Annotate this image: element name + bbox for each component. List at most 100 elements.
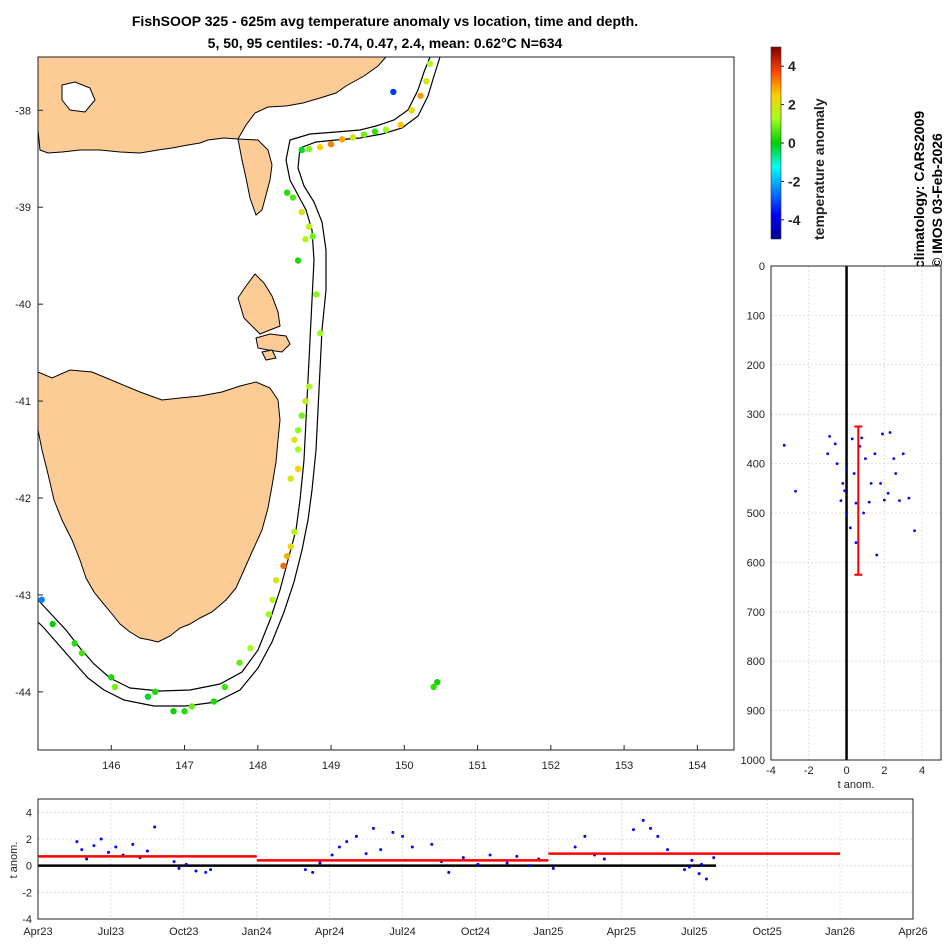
ts-data-point bbox=[131, 842, 135, 846]
ts-data-point bbox=[666, 848, 670, 852]
ts-data-point bbox=[371, 826, 375, 830]
ts-data-point bbox=[551, 866, 555, 870]
map-points bbox=[38, 60, 441, 715]
depth-data-point bbox=[860, 436, 864, 440]
ts-xtick-label: Apr23 bbox=[23, 926, 52, 938]
depth-data-point bbox=[892, 457, 896, 461]
depth-data-point bbox=[839, 499, 843, 503]
map-ytick-label: -43 bbox=[15, 590, 31, 602]
depth-data-point bbox=[875, 553, 879, 557]
map-data-point bbox=[305, 223, 313, 230]
ts-ytick-label: 4 bbox=[26, 807, 32, 819]
map-land bbox=[37, 56, 388, 643]
ts-data-point bbox=[209, 868, 213, 872]
ts-xtick-label: Jul25 bbox=[681, 926, 707, 938]
climatology-text: climatology: CARS2009 bbox=[911, 111, 927, 268]
map-data-point bbox=[265, 611, 272, 618]
map-data-point bbox=[417, 92, 424, 99]
map-frame bbox=[37, 56, 735, 751]
depth-data-point bbox=[833, 442, 837, 446]
ts-ytick-label: 0 bbox=[26, 861, 32, 873]
depth-xtick-label: 2 bbox=[881, 765, 887, 777]
depth-xtick-label: 0 bbox=[843, 765, 849, 777]
ts-data-point bbox=[488, 853, 492, 857]
ts-data-point bbox=[75, 840, 79, 844]
depth-panel: -4 -2 0 2 401002003004005006007008009001000 … bbox=[741, 261, 942, 791]
ts-data-point bbox=[184, 862, 188, 866]
map-data-point bbox=[302, 397, 309, 405]
depth-ytick-label: 500 bbox=[747, 508, 765, 520]
ts-points bbox=[75, 818, 716, 881]
ts-data-point bbox=[303, 868, 307, 872]
ts-frame bbox=[37, 798, 914, 920]
ts-xtick-label: Jan25 bbox=[533, 926, 563, 938]
map-data-point bbox=[287, 543, 294, 550]
map-data-point bbox=[390, 88, 397, 96]
depth-frame bbox=[770, 265, 942, 761]
map-data-point bbox=[426, 60, 434, 67]
map-data-point bbox=[287, 475, 294, 482]
colorbar-tick-label: -2 bbox=[788, 173, 801, 189]
ts-data-point bbox=[318, 861, 322, 865]
ts-data-point bbox=[704, 877, 708, 881]
ts-data-point bbox=[515, 854, 519, 858]
map-data-point bbox=[210, 698, 218, 705]
depth-ytick-label: 700 bbox=[747, 607, 765, 619]
colorbar-gradient bbox=[770, 46, 782, 240]
ts-data-point bbox=[631, 828, 635, 832]
map-data-point bbox=[280, 562, 287, 570]
map-data-point bbox=[291, 528, 298, 536]
ts-data-point bbox=[364, 852, 368, 856]
map-ticks: 146 147 148 149 150 151 152 153 154 -38 -39 -40 -41 -… bbox=[15, 105, 706, 772]
chart-title-line2: 5, 50, 95 centiles: -0.74, 0.47, 2.4, me… bbox=[207, 35, 563, 51]
depth-data-point bbox=[888, 431, 892, 434]
map-xtick-label: 150 bbox=[395, 760, 413, 772]
depth-data-point bbox=[848, 526, 852, 530]
depth-ytick-label: 600 bbox=[747, 557, 765, 569]
depth-ytick-label: 300 bbox=[747, 409, 765, 421]
depth-xtick-label: 4 bbox=[919, 765, 925, 777]
map-xtick-label: 152 bbox=[542, 760, 560, 772]
ts-data-point bbox=[391, 830, 395, 834]
land-victoria bbox=[37, 56, 388, 154]
depth-data-point bbox=[894, 472, 898, 475]
ts-data-point bbox=[145, 849, 149, 853]
map-xtick-label: 147 bbox=[175, 760, 193, 772]
depth-data-point bbox=[845, 467, 848, 470]
ts-data-point bbox=[106, 850, 110, 854]
ts-data-point bbox=[656, 834, 660, 838]
ts-data-point bbox=[345, 840, 349, 844]
map-ytick-label: -39 bbox=[15, 202, 31, 214]
ts-xtick-label: Apr26 bbox=[898, 926, 927, 938]
ts-data-point bbox=[114, 845, 118, 849]
colorbar-label: temperature anomaly bbox=[811, 98, 827, 240]
land-cape-barren-island bbox=[255, 333, 291, 353]
ts-ticks: Apr23 Jul23 Oct23 Jan24 Apr24 Jul24 Oct24 Jan25… bbox=[22, 807, 927, 938]
depth-data-point bbox=[862, 511, 865, 515]
colorbar-tick-label: 4 bbox=[788, 58, 796, 74]
colorbar-tick-label: -4 bbox=[788, 212, 801, 228]
map-data-point bbox=[188, 703, 196, 710]
map-ytick-label: -41 bbox=[15, 396, 31, 408]
timeseries-panel: Apr23 Jul23 Oct23 Jan24 Apr24 Jul24 Oct24 Jan25… bbox=[8, 798, 928, 938]
land-tasmania bbox=[37, 369, 281, 643]
ts-data-point bbox=[573, 845, 577, 849]
map-data-point bbox=[283, 189, 291, 196]
map-data-point bbox=[349, 134, 357, 141]
ts-data-point bbox=[527, 864, 531, 868]
depth-data-point bbox=[898, 499, 901, 503]
map-data-point bbox=[327, 141, 335, 148]
map-data-point bbox=[434, 678, 441, 686]
ts-data-point bbox=[690, 858, 694, 862]
depth-data-point bbox=[782, 443, 786, 447]
map-xtick-label: 148 bbox=[249, 760, 267, 772]
map-data-point bbox=[294, 465, 302, 473]
ts-ytick-label: -2 bbox=[22, 887, 32, 899]
map-data-point bbox=[371, 128, 379, 135]
colorbar-tick-label: 2 bbox=[788, 97, 796, 113]
ts-data-point bbox=[410, 845, 414, 849]
depth-data-point bbox=[826, 452, 830, 456]
depth-ytick-label: 100 bbox=[747, 310, 765, 322]
ts-data-point bbox=[505, 861, 509, 865]
